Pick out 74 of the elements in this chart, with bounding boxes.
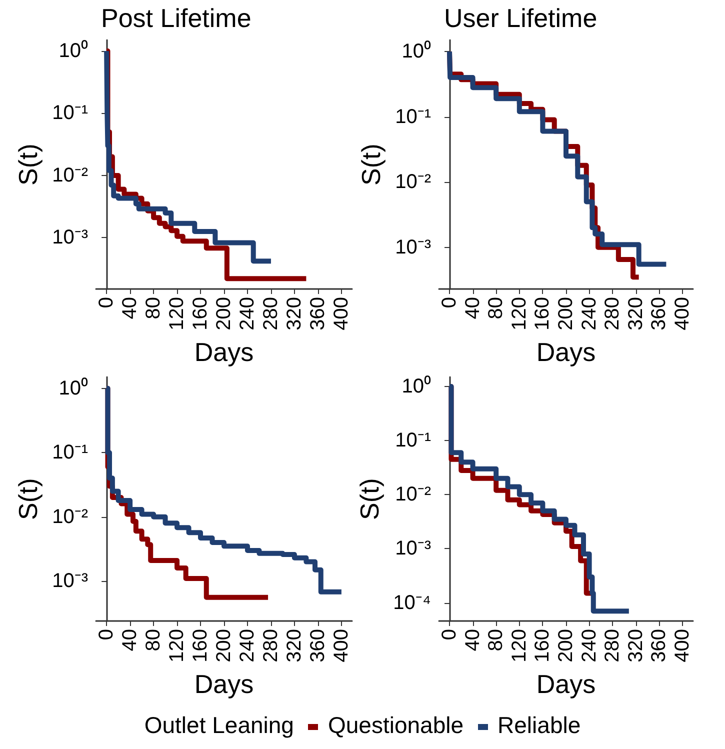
y-tick-label: 10⁻³ [52,226,88,249]
x-tick-label: 80 [142,297,165,320]
x-tick-label: 200 [555,297,577,330]
chart-title: User Lifetime [444,3,598,33]
y-tick-label: 10⁻¹ [395,106,432,128]
legend-title: Outlet Leaning [144,712,294,738]
x-tick-label: 120 [508,629,530,662]
x-tick-label: 400 [330,629,352,662]
x-tick-label: 280 [260,629,282,662]
x-tick-label: 120 [166,629,188,662]
x-tick-label: 0 [438,629,460,640]
x-tick-label: 120 [166,297,188,330]
y-tick-label: 10⁻³ [52,570,88,592]
x-axis-title: Days [194,337,254,367]
x-tick-label: 160 [532,297,554,330]
y-tick-label: 10⁻² [52,164,88,186]
y-tick-label: 10⁰ [402,374,431,398]
x-axis-title: Days [194,669,254,699]
x-tick-label: 200 [555,629,577,662]
x-axis-title: Days [536,337,596,367]
x-tick-label: 280 [602,297,624,330]
x-tick-label: 320 [283,629,306,662]
x-tick-label: 400 [330,297,352,330]
x-tick-label: 0 [438,297,460,308]
x-tick-label: 200 [213,297,235,330]
chart-title: Post Lifetime [101,3,252,33]
y-tick-label: 10⁻² [395,171,432,194]
y-tick-label: 10⁰ [58,376,88,400]
x-tick-label: 240 [236,629,258,662]
x-tick-label: 160 [190,297,212,330]
y-axis-title: S(t) [13,144,44,186]
legend-label: Questionable [328,712,464,738]
x-tick-label: 400 [672,629,694,662]
x-tick-label: 40 [119,629,142,652]
x-tick-label: 40 [462,297,484,320]
y-tick-label: 10⁰ [402,39,431,62]
x-tick-label: 360 [306,629,329,662]
y-axis-title: S(t) [356,144,386,186]
x-tick-label: 80 [485,297,508,320]
y-axis-title: S(t) [354,478,384,520]
y-tick-label: 10⁻³ [395,538,432,560]
x-tick-label: 240 [578,629,600,662]
y-tick-label: 10⁻² [395,484,432,506]
y-tick-label: 10⁻¹ [395,430,432,452]
y-tick-label: 10⁻¹ [52,102,88,124]
x-tick-label: 160 [532,629,554,662]
x-tick-label: 120 [508,297,530,330]
x-tick-label: 280 [260,297,282,330]
x-tick-label: 0 [96,629,118,640]
x-tick-label: 360 [306,297,329,330]
x-tick-label: 360 [648,297,670,330]
y-tick-label: 10⁻² [52,506,88,528]
x-tick-label: 40 [462,629,484,652]
x-tick-label: 240 [236,297,258,330]
x-tick-label: 80 [142,629,165,652]
x-tick-label: 160 [190,629,212,662]
x-tick-label: 0 [96,297,118,308]
x-axis-title: Days [536,669,596,699]
x-tick-label: 320 [283,297,306,330]
x-tick-label: 200 [213,629,235,662]
y-tick-label: 10⁻⁴ [393,592,431,614]
y-axis-title: S(t) [13,478,44,520]
x-tick-label: 360 [648,629,670,662]
x-tick-label: 40 [119,297,142,320]
y-tick-label: 10⁻³ [395,236,432,258]
legend-label: Reliable [498,712,581,738]
x-tick-label: 240 [578,297,600,330]
x-tick-label: 80 [485,629,508,652]
x-tick-label: 280 [602,629,624,662]
x-tick-label: 400 [672,297,694,330]
y-tick-label: 10⁰ [58,38,88,62]
x-tick-label: 320 [624,297,647,330]
y-tick-label: 10⁻¹ [52,442,88,464]
x-tick-label: 320 [624,629,647,662]
